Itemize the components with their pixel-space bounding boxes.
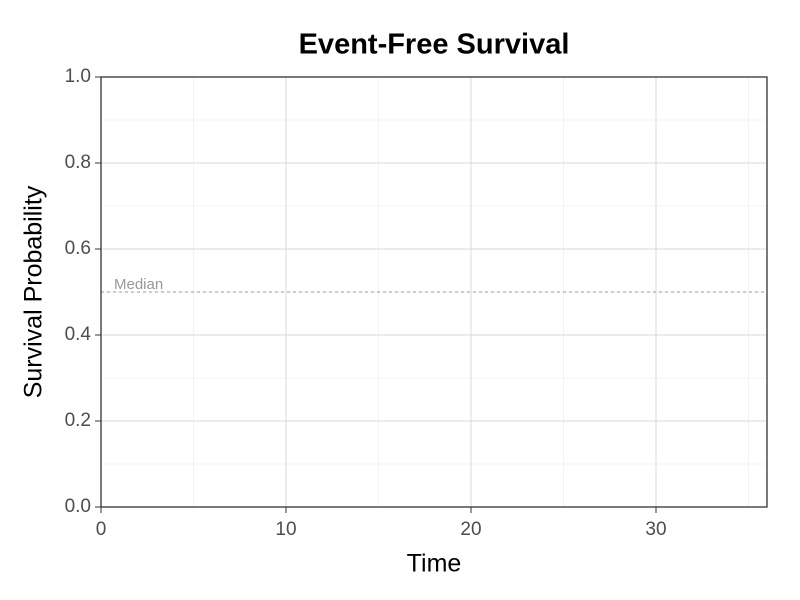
y-tick-label: 0.6 — [65, 238, 91, 259]
y-tick-label: 0.2 — [65, 410, 91, 431]
y-tick-label: 0.8 — [65, 152, 91, 173]
x-tick-label: 20 — [460, 519, 481, 540]
x-tick-label: 30 — [645, 519, 666, 540]
y-tick-label: 1.0 — [65, 66, 91, 87]
y-axis-label: Survival Probability — [20, 185, 48, 398]
x-tick-label: 0 — [96, 519, 107, 540]
reference-label: Median — [114, 276, 163, 293]
x-tick-label: 10 — [275, 519, 296, 540]
y-tick-label: 0.4 — [65, 324, 92, 345]
chart-title: Event-Free Survival — [299, 29, 570, 61]
panel-border — [100, 76, 768, 508]
x-axis-label: Time — [407, 550, 462, 578]
y-tick-label: 0.0 — [65, 496, 91, 517]
